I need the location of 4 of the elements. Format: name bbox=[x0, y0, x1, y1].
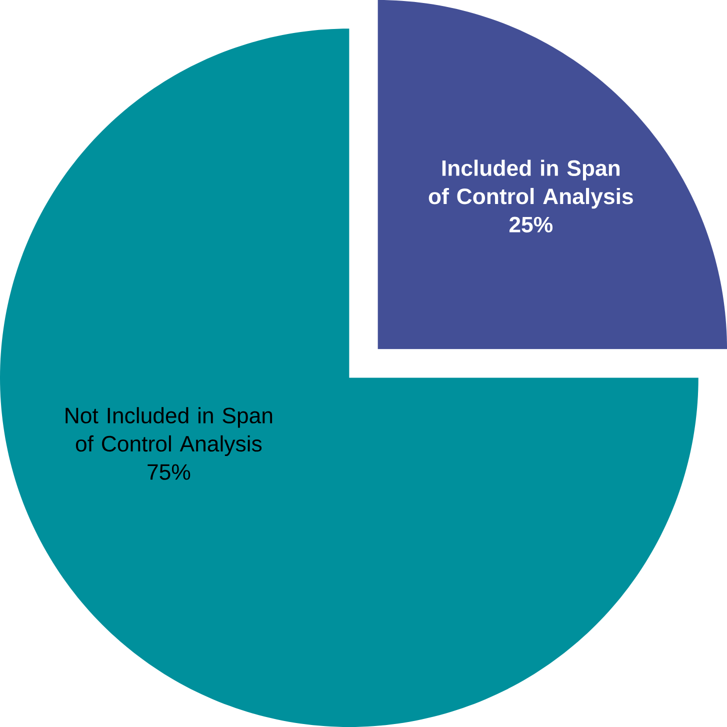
slice-label: Included in Span of Control Analysis bbox=[428, 160, 633, 209]
data-label: 75% bbox=[148, 464, 190, 480]
data-label: 25% bbox=[509, 216, 553, 232]
slice-label: Not Included in Span of Control Analysis bbox=[66, 407, 272, 456]
